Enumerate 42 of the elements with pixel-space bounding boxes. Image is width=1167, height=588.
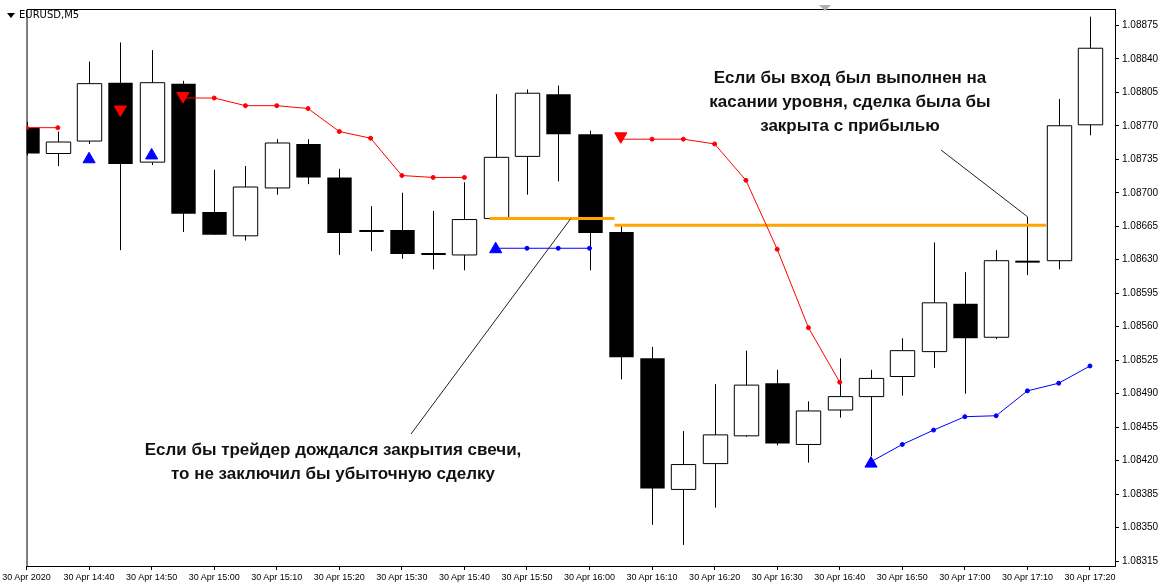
x-tick-label: 30 Apr 16:20 [689, 571, 741, 582]
y-tick-label: 1.08490 [1122, 387, 1159, 399]
x-tick-label: 30 Apr 15:40 [438, 571, 490, 582]
y-tick-label: 1.08560 [1122, 320, 1159, 332]
y-tick-label: 1.08455 [1122, 420, 1159, 432]
y-tick-label: 1.08665 [1122, 220, 1159, 231]
y-tick-label: 1.08630 [1122, 253, 1159, 265]
annotation: Если бы вход был выполнен на касании уровня, сделка была бы закрыта с прибылью [708, 67, 992, 137]
x-tick-label: 30 Apr 14:40 [63, 571, 115, 582]
x-tick-label: 30 Apr 16:10 [626, 571, 678, 582]
y-tick-label: 1.08875 [1122, 19, 1159, 31]
x-tick-label: 30 Apr 15:00 [188, 571, 240, 582]
y-tick-label: 1.08385 [1122, 487, 1159, 499]
x-tick-label: 30 Apr 15:30 [376, 571, 428, 582]
annotation: Если бы трейдер дождался закрытия свечи, то не заключил бы убыточную сделку [143, 439, 523, 485]
y-tick-label: 1.08595 [1122, 286, 1159, 298]
y-tick-label: 1.08525 [1122, 353, 1159, 365]
chart-title: EURUSD,M5 [19, 9, 80, 20]
candlestick [358, 205, 385, 252]
x-tick-label: 30 Apr 15:50 [501, 571, 553, 582]
point [113, 105, 127, 117]
x-tick-label: 30 Apr 14:50 [126, 571, 178, 582]
x-tick-label: 30 Apr 16:50 [876, 571, 928, 582]
x-tick-label: 30 Apr 17:10 [1001, 571, 1053, 582]
y-tick-label: 1.08700 [1122, 186, 1159, 198]
y-tick-label: 1.08315 [1122, 554, 1159, 566]
y-tick-label: 1.08350 [1122, 521, 1159, 533]
x-tick-label: 30 Apr 2020 [2, 571, 51, 582]
x-tick-label: 30 Apr 17:20 [1064, 571, 1116, 582]
y-tick-label: 1.08840 [1122, 52, 1159, 64]
x-tick-label: 30 Apr 16:30 [751, 571, 803, 582]
y-tick-label: 1.08420 [1122, 454, 1159, 466]
y-tick-label: 1.08770 [1122, 119, 1159, 131]
x-tick-label: 30 Apr 16:00 [564, 571, 616, 582]
candlestick [420, 210, 447, 270]
x-tick-label: 30 Apr 15:10 [251, 571, 303, 582]
x-tick-label: 30 Apr 15:20 [313, 571, 365, 582]
candlestick [1014, 216, 1041, 276]
x-tick-label: 30 Apr 16:40 [814, 571, 866, 582]
x-tick-label: 30 Apr 17:00 [939, 571, 991, 582]
y-tick-label: 1.08735 [1122, 153, 1159, 165]
y-tick-label: 1.08805 [1122, 86, 1159, 98]
